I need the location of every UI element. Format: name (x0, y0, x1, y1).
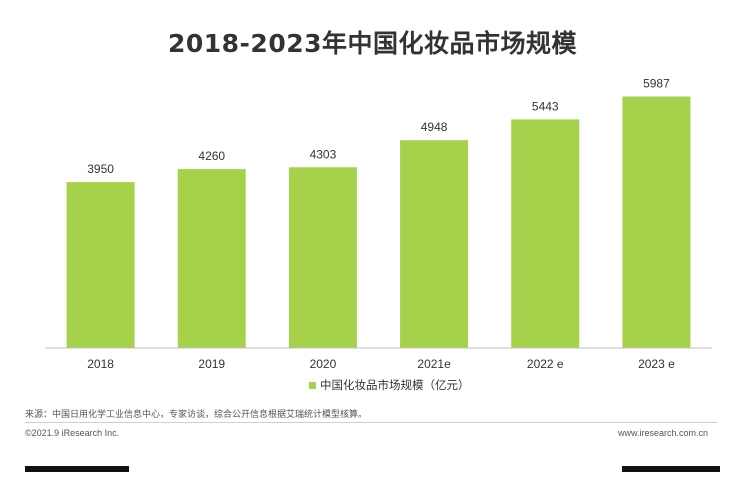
x-tick-label: 2018 (87, 357, 114, 371)
footer-divider (25, 422, 717, 423)
x-tick-label: 2020 (310, 357, 337, 371)
chart-card: 2018-2023年中国化妆品市场规模 3950 2018 4260 2019 4303… (9, 0, 736, 446)
bar-2018 (66, 182, 135, 348)
data-label: 5443 (532, 99, 559, 113)
x-tick-label: 2022 e (527, 357, 564, 371)
bar-2021e (400, 140, 469, 348)
data-label: 5987 (643, 77, 670, 91)
data-label: 4303 (310, 147, 337, 161)
data-label: 4948 (421, 120, 448, 134)
chart-title: 2018-2023年中国化妆品市场规模 (167, 29, 578, 58)
bar-2019 (177, 169, 246, 348)
x-tick-label: 2023 e (638, 357, 675, 371)
data-label: 3950 (87, 162, 114, 176)
bar-2023e (622, 96, 691, 349)
x-tick-label: 2021e (417, 357, 451, 371)
legend-label: 中国化妆品市场规模（亿元） (320, 378, 470, 392)
website: www.iresearch.com.cn (617, 428, 708, 438)
bar-2020 (288, 167, 357, 348)
data-label: 4260 (198, 149, 225, 163)
source-note: 来源：中国日用化学工业信息中心，专家访谈，综合公开信息根据艾瑞统计模型核算。 (25, 410, 368, 420)
frame-corner-bottom-left (25, 466, 129, 472)
frame-corner-bottom-right (622, 466, 720, 472)
copyright: ©2021.9 iResearch Inc. (25, 428, 120, 438)
legend: 中国化妆品市场规模（亿元） (309, 377, 470, 393)
x-tick-label: 2019 (198, 357, 225, 371)
legend-swatch-icon (309, 381, 316, 389)
bar-2022e (511, 119, 580, 348)
bar-chart: 3950 2018 4260 2019 4303 2020 4948 2021e 5443 202… (45, 77, 712, 371)
